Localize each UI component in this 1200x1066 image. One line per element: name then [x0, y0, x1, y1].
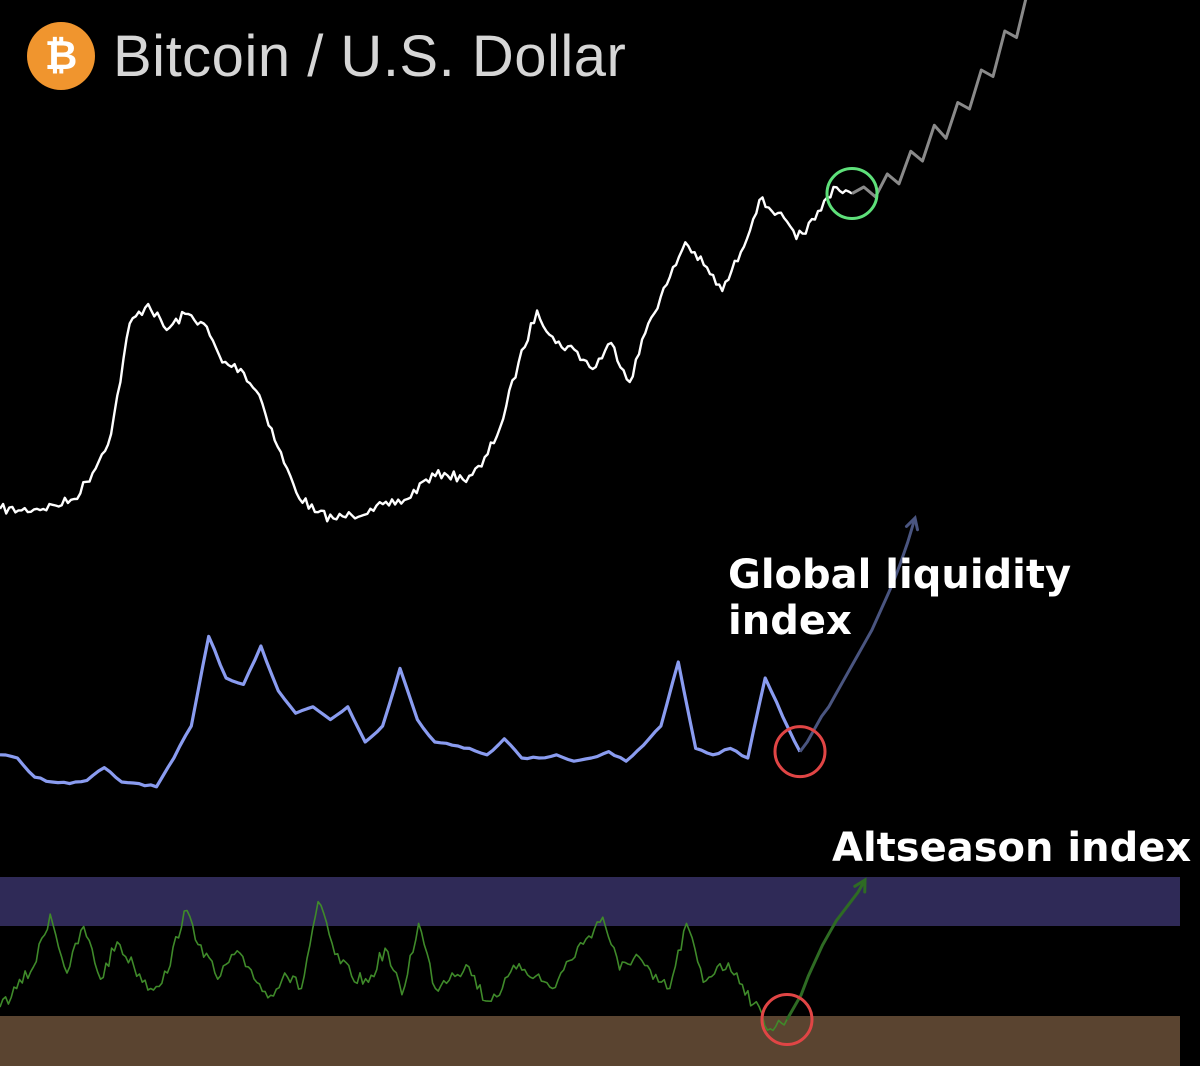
chart-header: ₿ Bitcoin / U.S. Dollar	[27, 22, 626, 90]
series-line-0	[0, 185, 853, 523]
bitcoin-logo-icon: ₿	[27, 22, 95, 90]
altseason-upper-band	[0, 877, 1180, 926]
marker-circle-0	[825, 167, 879, 220]
chart-title: Bitcoin / U.S. Dollar	[113, 23, 627, 89]
series-line-2	[0, 900, 788, 1032]
projection-line-1	[798, 517, 917, 753]
altseason-label: Altseason index	[832, 825, 1192, 871]
projection-line-0	[851, 0, 1028, 199]
liquidity-label: Global liquidity index	[728, 552, 1072, 644]
marker-circle-2	[760, 993, 814, 1046]
projection-arrow-1	[904, 515, 919, 532]
projection-arrow-2	[853, 877, 867, 894]
marker-circle-1	[773, 725, 827, 779]
series-line-1	[0, 634, 802, 789]
altseason-lower-band	[0, 1016, 1180, 1066]
